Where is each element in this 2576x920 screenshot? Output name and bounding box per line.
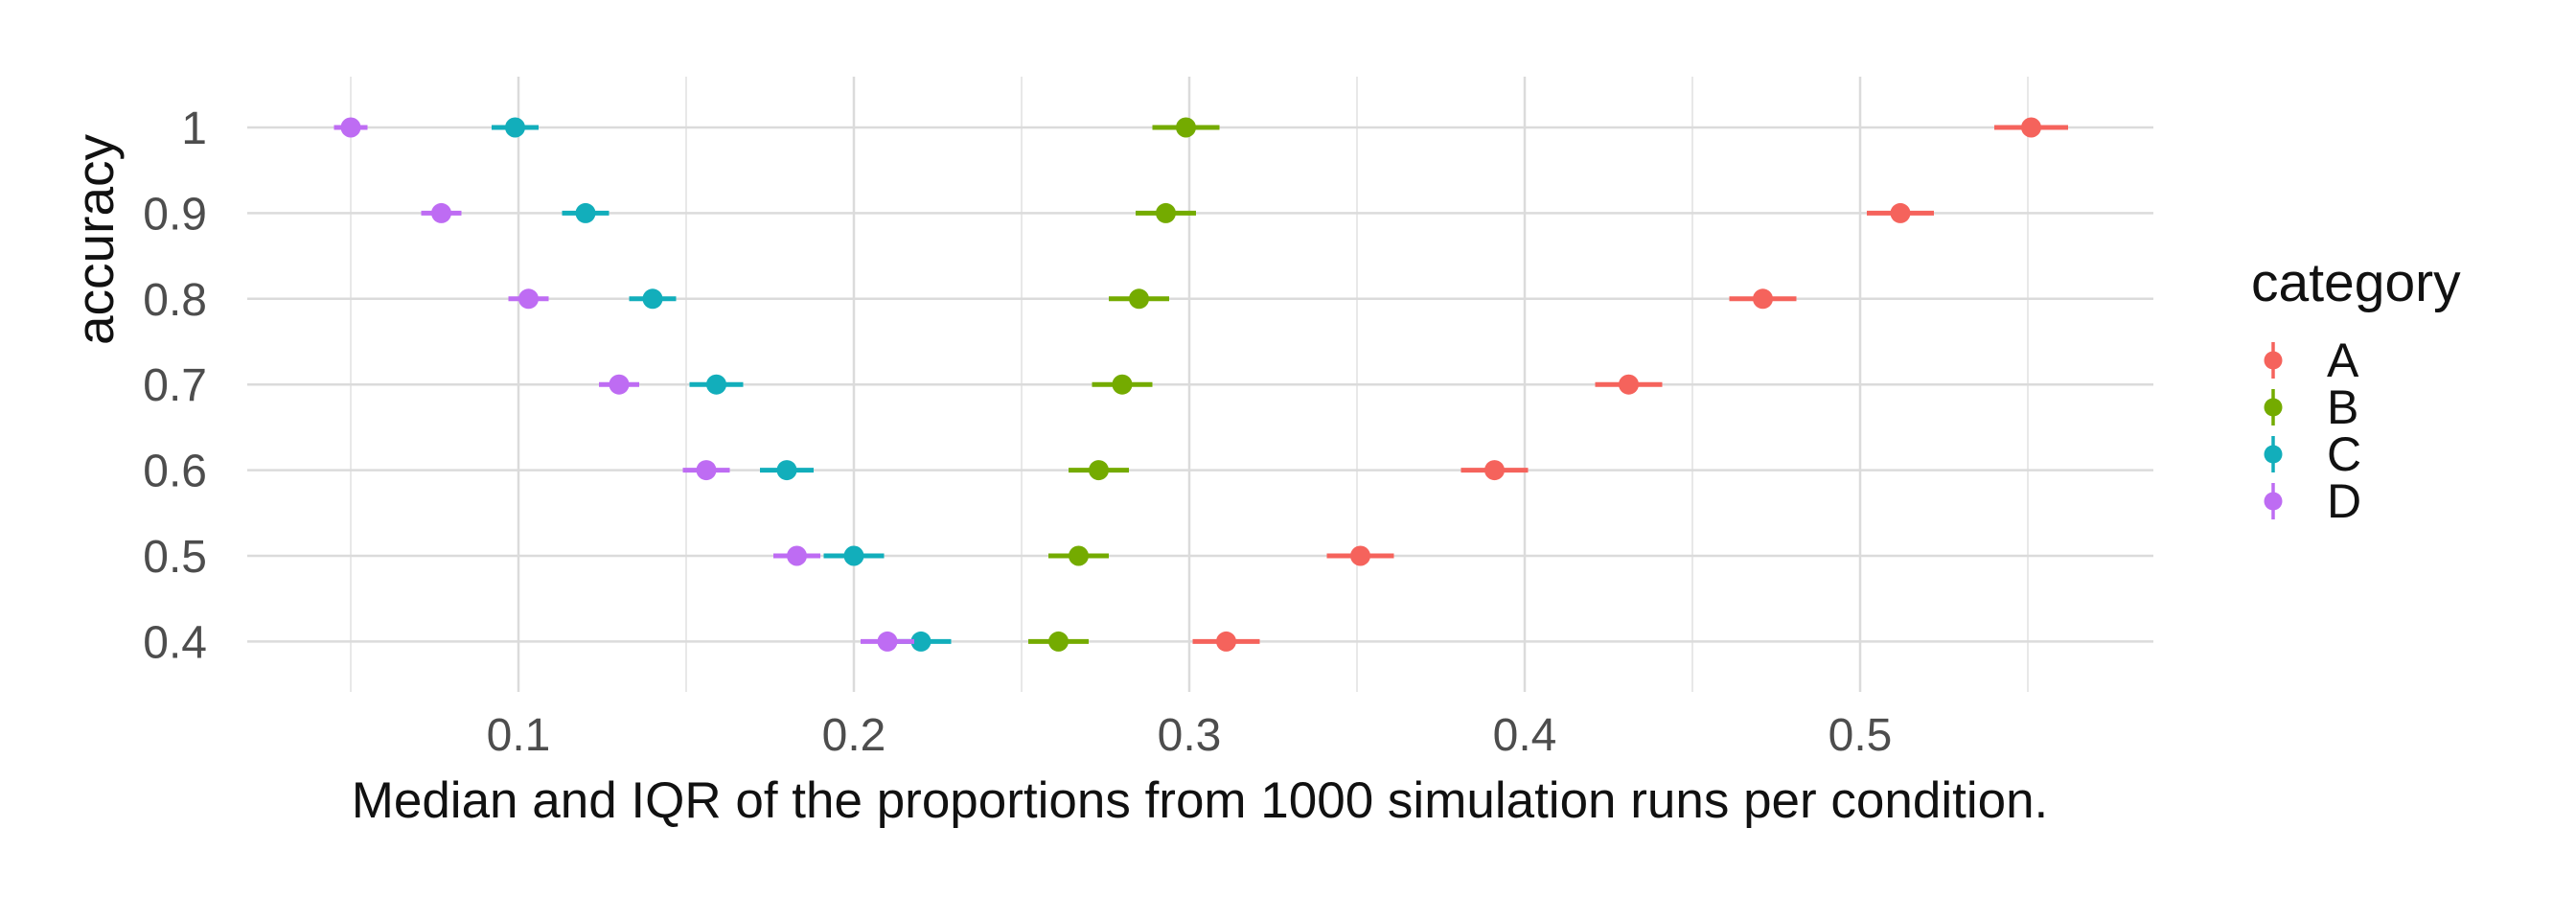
median-point-D-acc-0.6 bbox=[696, 460, 717, 481]
median-point-C-acc-0.5 bbox=[843, 545, 864, 566]
median-point-B-acc-1 bbox=[1176, 117, 1196, 138]
x-tick-label-0.1: 0.1 bbox=[487, 710, 551, 761]
median-point-A-acc-0.6 bbox=[1484, 460, 1505, 481]
x-axis-title: Median and IQR of the proportions from 1… bbox=[352, 772, 2049, 829]
gridlines-layer bbox=[247, 77, 2153, 692]
x-axis-tick-labels: 0.1 0.2 0.3 0.4 0.5 bbox=[487, 710, 1893, 761]
x-tick-label-0.2: 0.2 bbox=[822, 710, 886, 761]
median-point-D-acc-0.9 bbox=[431, 202, 451, 223]
legend-key-point-A bbox=[2264, 351, 2283, 370]
legend-key-point-C bbox=[2264, 445, 2283, 464]
legend-item-B: B bbox=[2264, 380, 2358, 434]
data-points-layer bbox=[334, 117, 2068, 652]
median-point-B-acc-0.4 bbox=[1048, 631, 1069, 652]
y-tick-label-0.6: 0.6 bbox=[143, 447, 207, 497]
median-point-D-acc-0.7 bbox=[609, 374, 630, 395]
median-point-B-acc-0.9 bbox=[1156, 202, 1176, 223]
legend-item-C: C bbox=[2264, 427, 2361, 481]
median-point-B-acc-0.8 bbox=[1129, 288, 1149, 310]
y-tick-label-0.4: 0.4 bbox=[143, 617, 207, 668]
median-point-B-acc-0.5 bbox=[1069, 545, 1089, 566]
median-point-D-acc-0.8 bbox=[518, 288, 539, 310]
legend-label-D: D bbox=[2327, 474, 2361, 528]
legend-key-point-D bbox=[2264, 492, 2283, 511]
median-point-B-acc-0.7 bbox=[1112, 374, 1133, 395]
y-tick-label-0.9: 0.9 bbox=[143, 189, 207, 240]
y-axis-title: accuracy bbox=[65, 133, 125, 345]
y-tick-label-1: 1 bbox=[181, 104, 207, 154]
median-point-D-acc-1 bbox=[340, 117, 361, 138]
legend-title: category bbox=[2251, 252, 2461, 313]
median-point-D-acc-0.4 bbox=[877, 631, 898, 652]
median-point-A-acc-0.5 bbox=[1350, 545, 1370, 566]
median-point-C-acc-1 bbox=[505, 117, 525, 138]
median-point-C-acc-0.4 bbox=[910, 631, 932, 652]
median-point-A-acc-0.9 bbox=[1890, 202, 1911, 223]
legend-key-point-B bbox=[2264, 398, 2283, 417]
median-point-A-acc-0.7 bbox=[1619, 374, 1639, 395]
median-point-A-acc-1 bbox=[2021, 117, 2041, 138]
legend-label-A: A bbox=[2327, 334, 2359, 387]
median-point-A-acc-0.4 bbox=[1216, 631, 1236, 652]
y-tick-label-0.7: 0.7 bbox=[143, 360, 207, 411]
median-point-B-acc-0.6 bbox=[1089, 460, 1109, 481]
median-point-C-acc-0.8 bbox=[642, 288, 663, 310]
x-tick-label-0.5: 0.5 bbox=[1828, 710, 1893, 761]
legend-label-B: B bbox=[2327, 380, 2358, 434]
median-point-C-acc-0.6 bbox=[776, 460, 797, 481]
legend-item-D: D bbox=[2264, 474, 2361, 528]
legend-item-A: A bbox=[2264, 334, 2359, 387]
median-point-D-acc-0.5 bbox=[787, 545, 807, 566]
median-point-C-acc-0.7 bbox=[706, 374, 726, 395]
x-tick-label-0.3: 0.3 bbox=[1158, 710, 1222, 761]
legend-label-C: C bbox=[2327, 427, 2361, 481]
median-point-A-acc-0.8 bbox=[1753, 288, 1773, 310]
y-axis-tick-labels: 1 0.9 0.8 0.7 0.6 0.5 0.4 bbox=[143, 104, 207, 668]
median-point-C-acc-0.9 bbox=[575, 202, 596, 223]
y-tick-label-0.8: 0.8 bbox=[143, 275, 207, 326]
x-tick-label-0.4: 0.4 bbox=[1493, 710, 1557, 761]
y-tick-label-0.5: 0.5 bbox=[143, 532, 207, 583]
